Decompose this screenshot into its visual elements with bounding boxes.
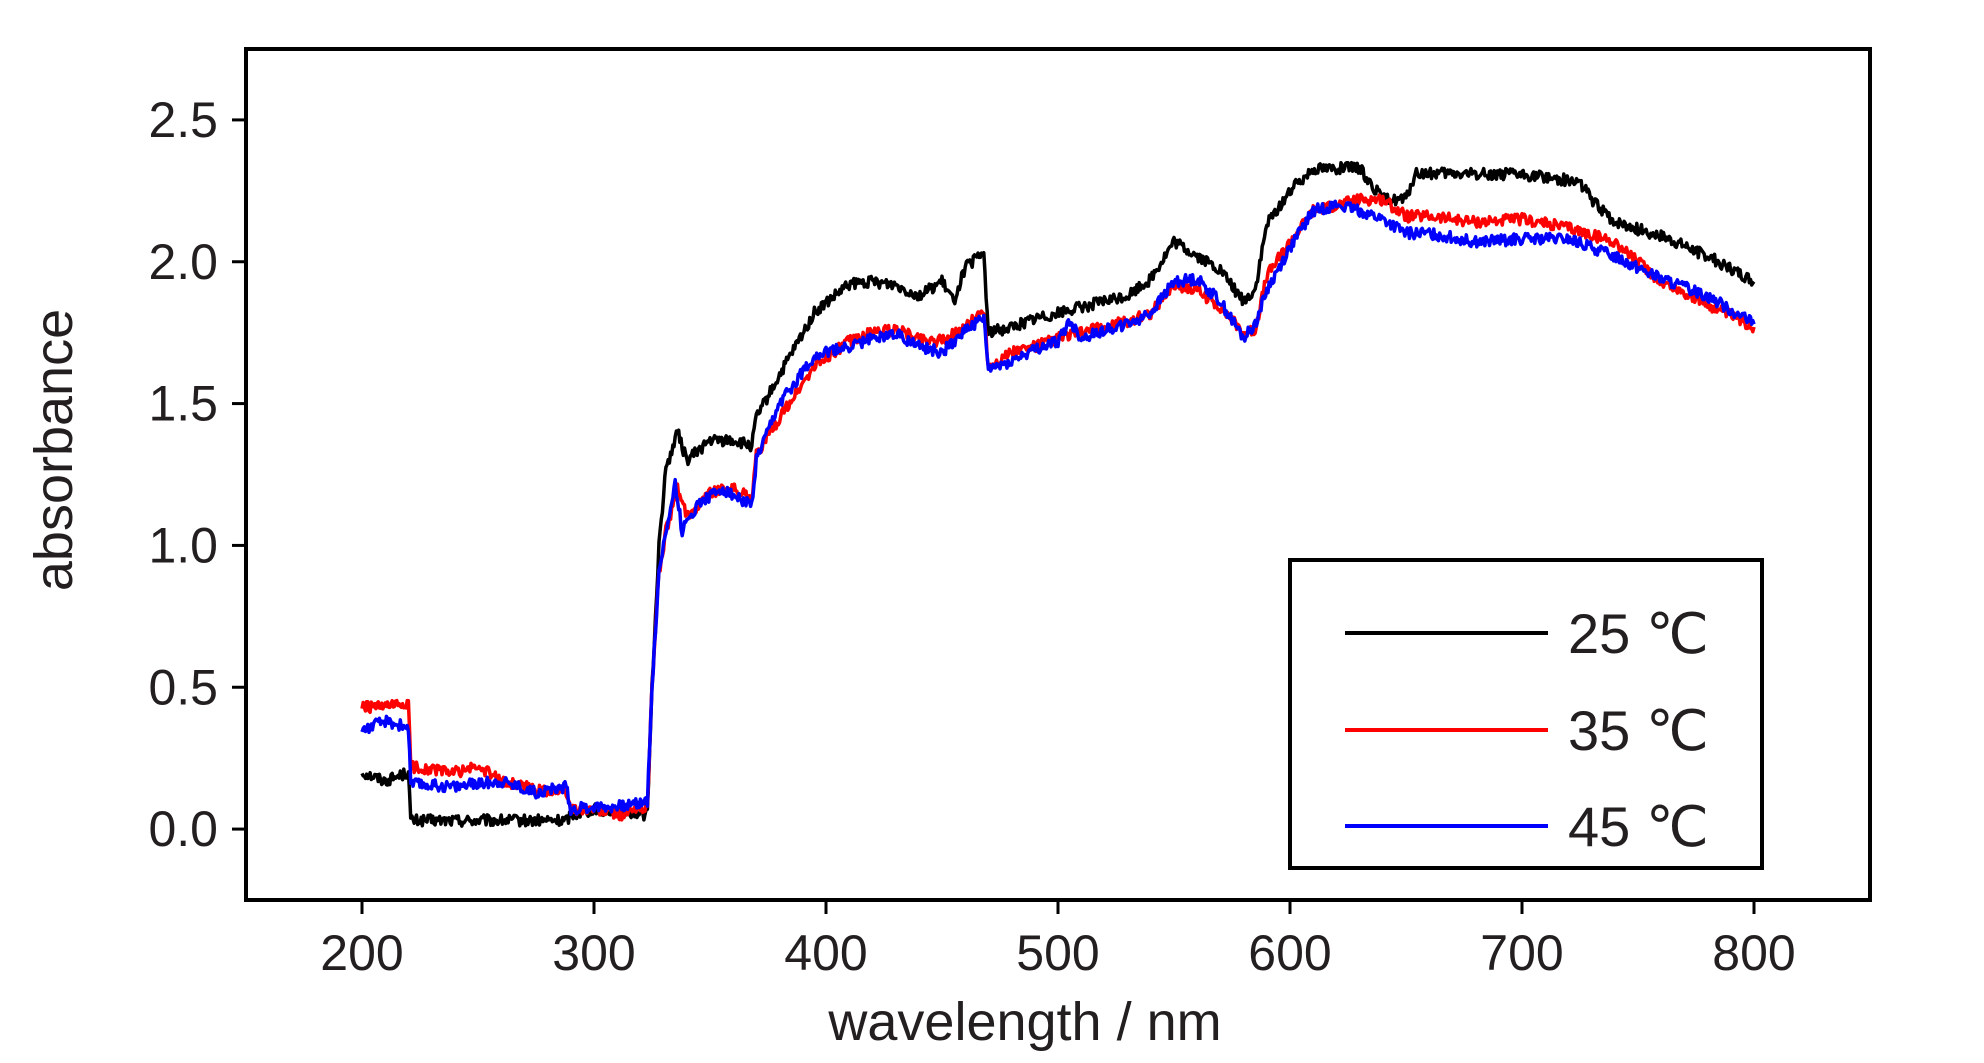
x-tick-label: 600 xyxy=(1248,925,1331,981)
series-layer xyxy=(360,160,1756,828)
y-axis-ticks: 0.0 0.5 1.0 1.5 2.0 2.5 xyxy=(148,92,246,857)
y-tick-label: 2.0 xyxy=(148,234,218,290)
series-line-45c xyxy=(360,199,1756,817)
x-axis-title: wavelength / nm xyxy=(827,992,1221,1052)
legend-box xyxy=(1288,558,1764,870)
x-tick-label: 800 xyxy=(1712,925,1795,981)
legend-label-45c: 45 ℃ xyxy=(1568,795,1709,858)
y-tick-label: 1.0 xyxy=(148,517,218,573)
x-tick-label: 400 xyxy=(784,925,867,981)
y-tick-label: 1.5 xyxy=(148,376,218,432)
x-axis-ticks: 200 300 400 500 600 700 800 xyxy=(320,900,1796,981)
legend-label-35c: 35 ℃ xyxy=(1568,699,1709,762)
x-tick-label: 700 xyxy=(1480,925,1563,981)
y-tick-label: 2.5 xyxy=(148,92,218,148)
y-tick-label: 0.0 xyxy=(148,801,218,857)
y-axis-title: absorbance xyxy=(24,309,84,591)
y-tick-label: 0.5 xyxy=(148,659,218,715)
x-tick-label: 200 xyxy=(320,925,403,981)
x-tick-label: 300 xyxy=(552,925,635,981)
x-tick-label: 500 xyxy=(1016,925,1099,981)
legend-label-25c: 25 ℃ xyxy=(1568,602,1709,665)
legend: 25 ℃ 35 ℃ 45 ℃ xyxy=(1288,558,1764,870)
